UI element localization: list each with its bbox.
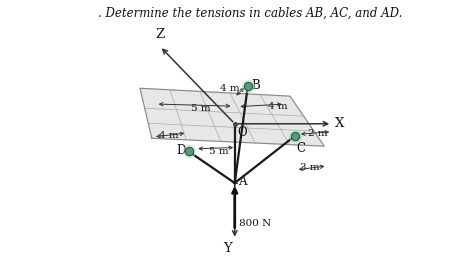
Text: 4 m: 4 m <box>219 84 239 93</box>
Text: B: B <box>251 79 260 92</box>
Text: 800 N: 800 N <box>239 219 272 228</box>
Text: . Determine the tensions in cables AB, AC, and AD.: . Determine the tensions in cables AB, A… <box>98 7 402 20</box>
Text: 4 m: 4 m <box>159 131 178 140</box>
Text: Z: Z <box>155 28 164 41</box>
Text: 2 m: 2 m <box>308 129 328 138</box>
Text: 4 m: 4 m <box>268 102 288 111</box>
Polygon shape <box>140 88 324 146</box>
Text: A: A <box>238 175 246 188</box>
Text: 3 m: 3 m <box>300 163 319 172</box>
Text: C: C <box>297 142 306 155</box>
Text: 5 m: 5 m <box>209 147 228 156</box>
Text: O: O <box>237 126 247 139</box>
Text: D: D <box>176 144 185 157</box>
Text: Y: Y <box>223 242 232 255</box>
Text: X: X <box>335 117 344 130</box>
Text: 5 m: 5 m <box>191 104 211 113</box>
